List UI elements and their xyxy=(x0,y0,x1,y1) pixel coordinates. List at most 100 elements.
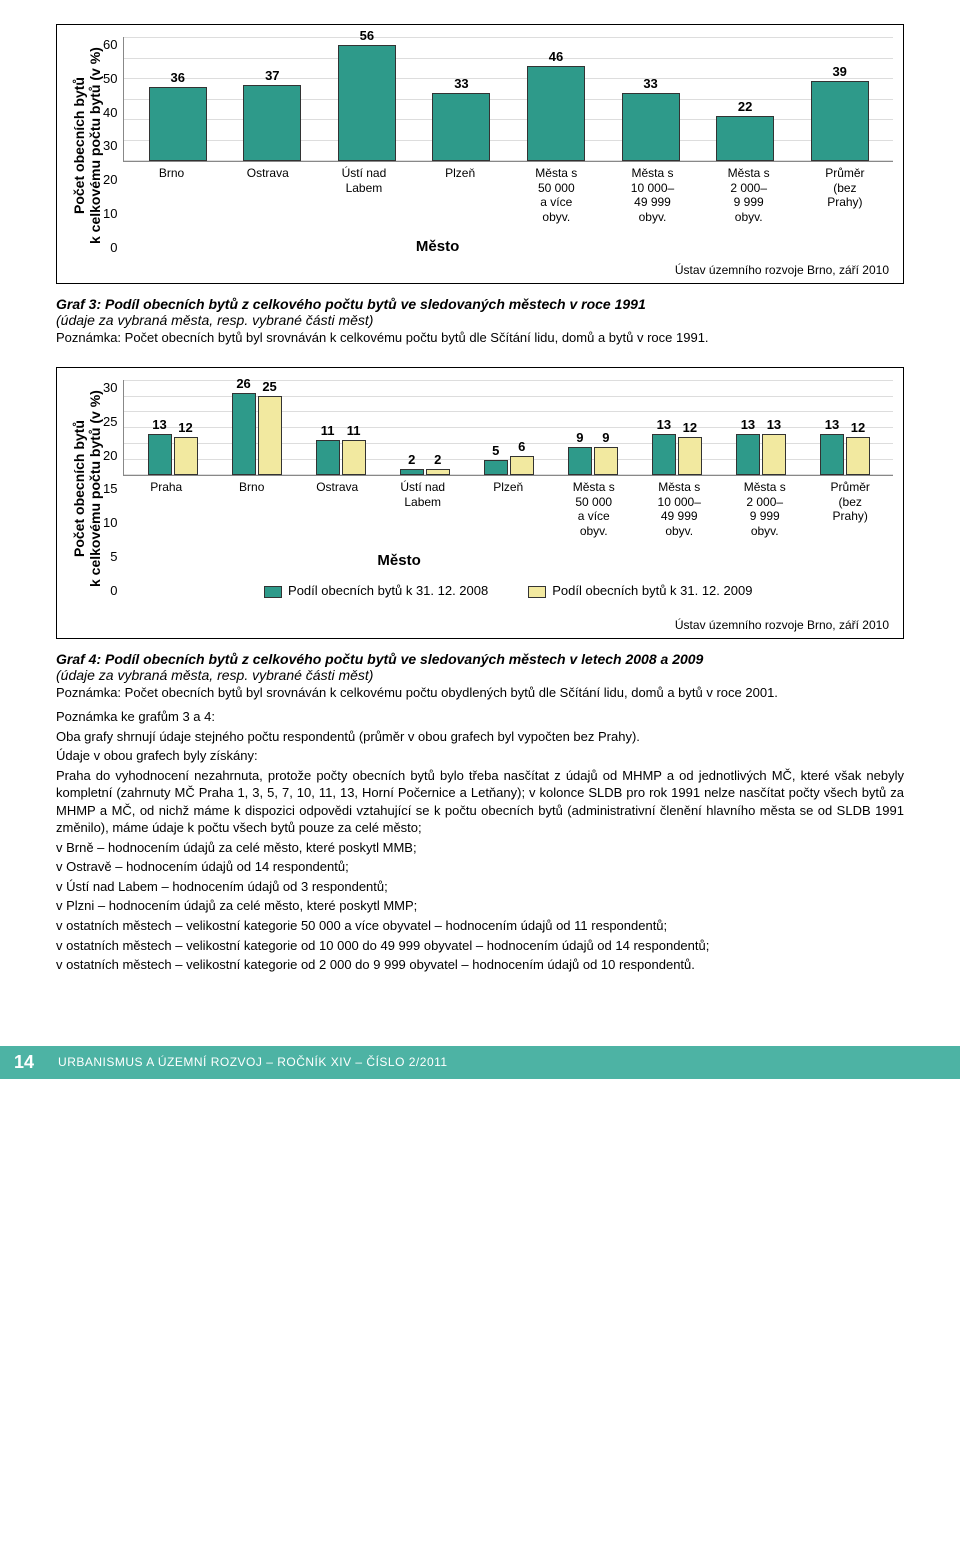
bar-value: 26 xyxy=(236,376,250,391)
bar-group: 13 13 xyxy=(719,380,803,475)
xlabel-item: Města s10 000–49 999obyv. xyxy=(636,476,722,538)
bar-value: 13 xyxy=(657,417,671,432)
bar: 13 xyxy=(652,434,676,475)
body-text: Poznámka ke grafům 3 a 4: Oba grafy shrn… xyxy=(56,708,904,974)
chart-2: Počet obecních bytůk celkovému počtu byt… xyxy=(56,367,904,639)
ytick: 20 xyxy=(103,448,117,463)
bar-group: 99 xyxy=(551,380,635,475)
ytick: 15 xyxy=(103,481,117,496)
bar-value: 25 xyxy=(262,379,276,394)
ytick: 25 xyxy=(103,414,117,429)
chart-1-yaxis: 6050403020100 xyxy=(103,37,123,255)
bar: 22 xyxy=(716,116,774,162)
caption-1-subtitle: (údaje za vybraná města, resp. vybrané č… xyxy=(56,312,373,328)
bar-group: 56 xyxy=(467,380,551,475)
body-p10: v ostatních městech – velikostní kategor… xyxy=(56,956,904,974)
bar: 5 xyxy=(484,460,508,476)
chart-2-frame: Počet obecních bytůk celkovému počtu byt… xyxy=(67,380,893,598)
ytick: 20 xyxy=(103,172,117,187)
xlabel-item: Ostrava xyxy=(220,162,316,224)
bar-value: 33 xyxy=(643,76,657,91)
page-number: 14 xyxy=(14,1052,34,1073)
legend-swatch xyxy=(264,586,282,598)
body-p4: v Brně – hodnocením údajů za celé město,… xyxy=(56,839,904,857)
bar-group: 2625 xyxy=(215,380,299,475)
bar-group: 46 xyxy=(509,37,604,161)
bar: 33 xyxy=(432,93,490,161)
bar: 37 xyxy=(243,85,301,162)
legend-item: Podíl obecních bytů k 31. 12. 2009 xyxy=(528,583,752,598)
body-p7: v Plzni – hodnocením údajů za celé město… xyxy=(56,897,904,915)
body-p8: v ostatních městech – velikostní kategor… xyxy=(56,917,904,935)
body-p2: Údaje v obou grafech byly získány: xyxy=(56,747,904,765)
xlabel-item: Brno xyxy=(123,162,219,224)
chart-1-xlabel: Město xyxy=(416,238,893,255)
chart-1-xlabels: BrnoOstravaÚstí nadLabemPlzeňMěsta s50 0… xyxy=(123,162,893,224)
xlabel-item: Průměr(bezPrahy) xyxy=(807,476,893,538)
xlabel-item: Města s2 000–9 999obyv. xyxy=(722,476,808,538)
bar: 11 xyxy=(342,440,366,475)
bar-group: 22 xyxy=(698,37,793,161)
xlabel-item: Ústí nadLabem xyxy=(380,476,466,538)
body-p3: Praha do vyhodnocení nezahrnuta, protože… xyxy=(56,767,904,837)
bar-value: 11 xyxy=(347,423,361,438)
xlabel-item: Města s50 000a víceobyv. xyxy=(551,476,637,538)
chart-1-ylabel: Počet obecních bytůk celkovému počtu byt… xyxy=(67,37,103,255)
bar-value: 6 xyxy=(518,439,525,454)
bar-value: 46 xyxy=(549,49,563,64)
xlabel-item: Města s2 000–9 999obyv. xyxy=(701,162,797,224)
xlabel-item: Průměr(bezPrahy) xyxy=(797,162,893,224)
page: Počet obecních bytůk celkovému počtu byt… xyxy=(0,0,960,1016)
bar-value: 11 xyxy=(321,423,335,438)
legend-label: Podíl obecních bytů k 31. 12. 2008 xyxy=(288,583,488,598)
bar-group: 1312 xyxy=(803,380,887,475)
ytick: 50 xyxy=(103,71,117,86)
bar: 39 xyxy=(811,81,869,162)
bar-value: 2 xyxy=(408,452,415,467)
bar: 11 xyxy=(316,440,340,475)
body-p5: v Ostravě – hodnocením údajů od 14 respo… xyxy=(56,858,904,876)
bar: 12 xyxy=(846,437,870,475)
bar-value: 22 xyxy=(738,99,752,114)
ytick: 30 xyxy=(103,138,117,153)
bar: 56 xyxy=(338,45,396,161)
bar-value: 9 xyxy=(576,430,583,445)
body-p1: Oba grafy shrnují údaje stejného počtu r… xyxy=(56,728,904,746)
xlabel-item: Praha xyxy=(123,476,209,538)
bar: 12 xyxy=(174,437,198,475)
bar: 9 xyxy=(594,447,618,476)
bar-value: 13 xyxy=(741,417,755,432)
bar-group: 37 xyxy=(225,37,320,161)
chart-2-yaxis: 302520151050 xyxy=(103,380,123,598)
bar-group: 1111 xyxy=(299,380,383,475)
bar: 13 xyxy=(762,434,786,475)
body-p-hdr: Poznámka ke grafům 3 a 4: xyxy=(56,708,904,726)
bar-value: 12 xyxy=(178,420,192,435)
chart-1-attribution: Ústav územního rozvoje Brno, září 2010 xyxy=(675,263,889,277)
caption-1-title: Graf 3: Podíl obecních bytů z celkového … xyxy=(56,296,646,312)
body-p9: v ostatních městech – velikostní kategor… xyxy=(56,937,904,955)
chart-2-ylabel: Počet obecních bytůk celkovému počtu byt… xyxy=(67,380,103,598)
bar: 33 xyxy=(622,93,680,161)
bar: 36 xyxy=(149,87,207,162)
bar-group: 1312 xyxy=(635,380,719,475)
xlabel-item: Ústí nadLabem xyxy=(316,162,412,224)
bar: 13 xyxy=(820,434,844,475)
bar-value: 2 xyxy=(434,452,441,467)
xlabel-item: Ostrava xyxy=(294,476,380,538)
ytick: 30 xyxy=(103,380,117,395)
bar: 25 xyxy=(258,396,282,476)
bar-value: 13 xyxy=(767,417,781,432)
caption-1: Graf 3: Podíl obecních bytů z celkového … xyxy=(56,296,904,328)
chart-1-plot: 36 37 56 33 46 33 22 39 xyxy=(123,37,893,162)
bar-group: 1312 xyxy=(130,380,214,475)
ytick: 0 xyxy=(103,583,117,598)
chart-1-frame: Počet obecních bytůk celkovému počtu byt… xyxy=(67,37,893,255)
bar: 6 xyxy=(510,456,534,475)
page-footer: 14 URBANISMUS A ÚZEMNÍ ROZVOJ – ROČNÍK X… xyxy=(0,1046,960,1079)
caption-1-note: Poznámka: Počet obecních bytů byl srovná… xyxy=(56,330,904,345)
ytick: 60 xyxy=(103,37,117,52)
xlabel-item: Plzeň xyxy=(465,476,551,538)
xlabel-item: Brno xyxy=(209,476,295,538)
chart-2-plot: 131226251111225699131213131312 xyxy=(123,380,893,476)
